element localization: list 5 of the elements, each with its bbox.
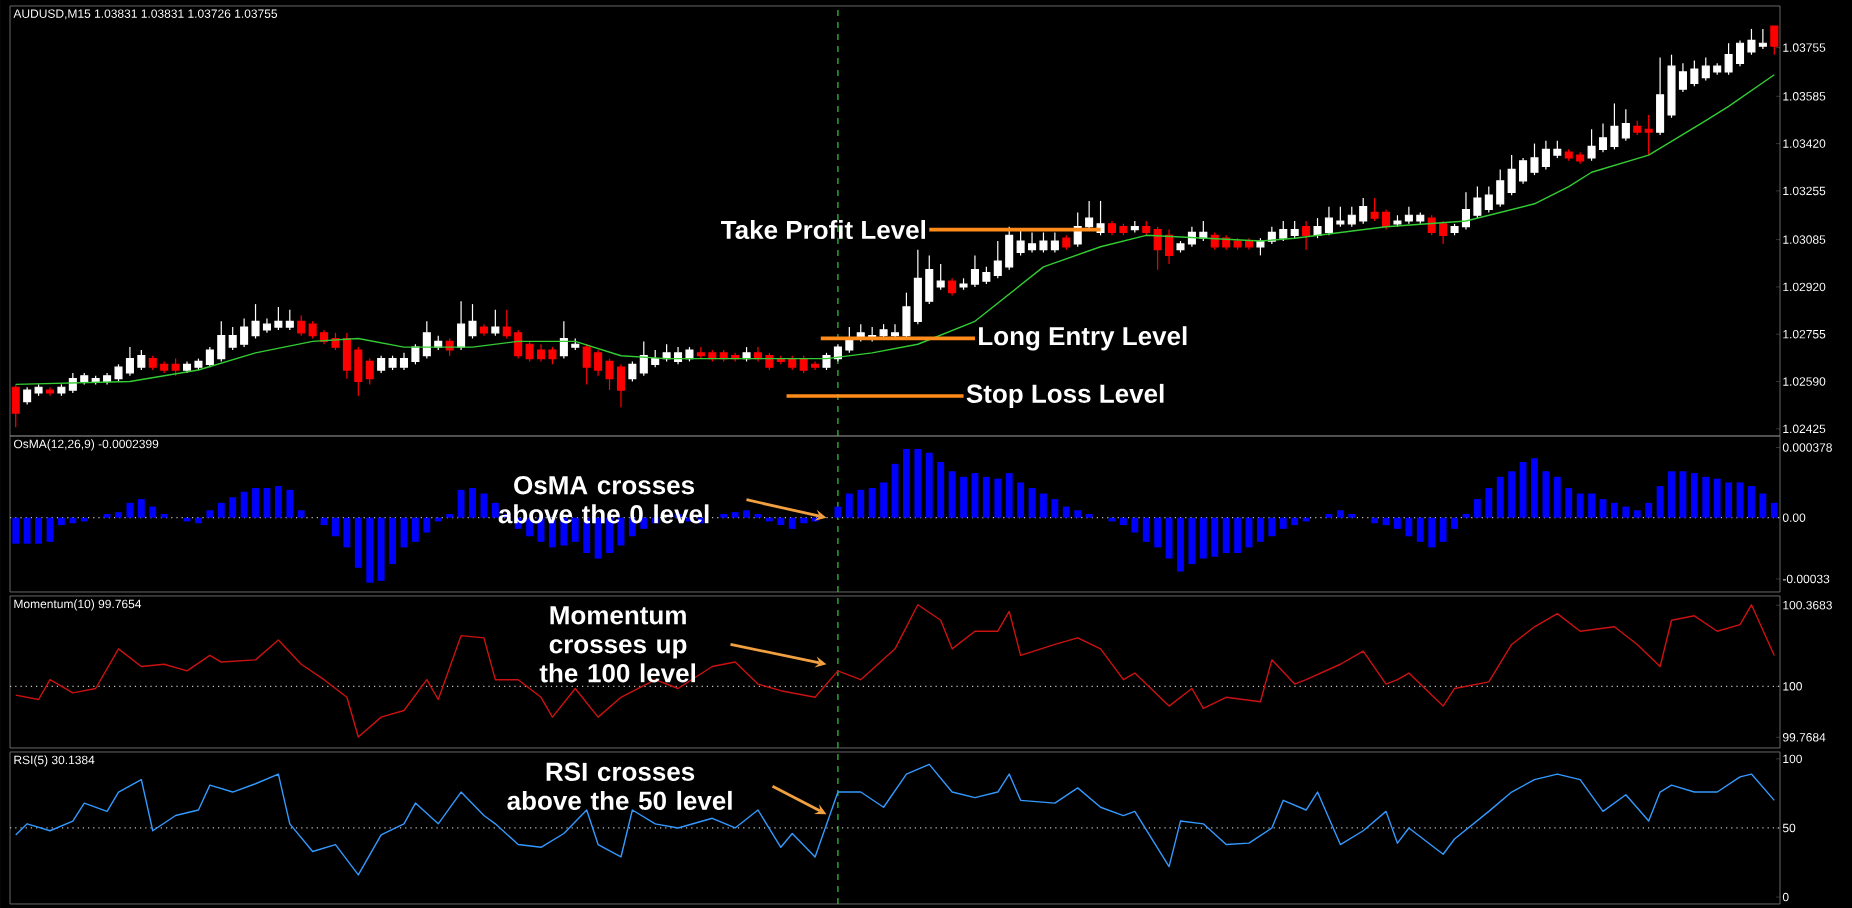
annotation: Long Entry Level — [979, 326, 1187, 351]
annotation: Momentum crosses up the 100 level — [539, 606, 695, 683]
annotation: RSI crosses above the 50 level — [507, 762, 732, 810]
annotation: Stop Loss Level — [966, 383, 1164, 409]
annotation: Take Profit Level — [721, 220, 926, 240]
